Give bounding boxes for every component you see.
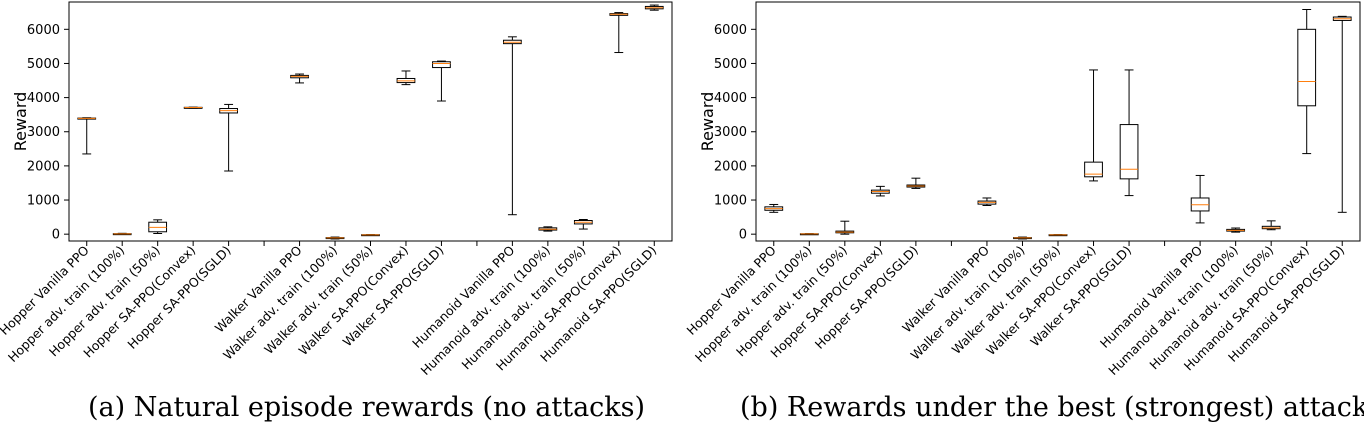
box-plot (1190, 174, 1210, 224)
box-plot (573, 218, 593, 230)
box-plot (870, 185, 890, 197)
box-plot (977, 197, 997, 206)
box-plot (764, 203, 784, 213)
box-plot (290, 73, 309, 84)
axes-frame (68, 1, 673, 242)
y-axis-title: Reward (698, 92, 717, 152)
box-plot (1084, 69, 1103, 182)
y-axis-title: Reward (11, 92, 30, 152)
y-tick-label: 4000 (27, 91, 60, 106)
box-plot (1048, 234, 1068, 237)
box-iqr (1084, 161, 1103, 178)
box-iqr (432, 61, 451, 69)
y-tick-label: 5000 (27, 57, 60, 72)
y-tick-label: 1000 (714, 194, 747, 209)
box-plot (361, 234, 380, 237)
box-plot (1013, 236, 1032, 240)
box-plot (1297, 9, 1317, 155)
box-plot (644, 4, 664, 11)
y-tick-label: 5000 (714, 57, 747, 72)
box-plot (906, 177, 926, 189)
box-plot (1332, 15, 1352, 213)
box-iqr (1297, 28, 1317, 107)
caption-a: (a) Natural episode rewards (no attacks) (88, 392, 646, 423)
axes-frame (755, 1, 1361, 242)
y-tick-label: 2000 (27, 159, 60, 174)
box-plot (325, 236, 345, 240)
y-tick-label: 6000 (27, 23, 60, 38)
box-plot (432, 60, 451, 102)
box-plot (148, 219, 168, 234)
caption-b: (b) Rewards under the best (strongest) a… (740, 392, 1364, 423)
box-plot (77, 117, 97, 155)
y-tick-label: 3000 (27, 125, 60, 140)
box-plot (112, 232, 132, 236)
box-plot (538, 226, 558, 232)
box-plot (835, 220, 855, 235)
y-tick-label: 3000 (714, 125, 747, 140)
y-tick-label: 4000 (714, 91, 747, 106)
box-plot (1119, 69, 1139, 197)
box-plot (396, 70, 416, 86)
box-plot (609, 12, 629, 54)
box-plot (183, 106, 203, 109)
box-plot (799, 233, 819, 236)
box-plot (1261, 220, 1281, 231)
y-tick-label: 2000 (714, 159, 747, 174)
y-tick-label: 0 (739, 228, 747, 243)
box-iqr (1119, 124, 1139, 180)
y-tick-label: 1000 (27, 194, 60, 209)
box-plot (219, 103, 238, 172)
box-plot (503, 36, 522, 216)
y-tick-label: 0 (52, 228, 60, 243)
y-tick-label: 6000 (714, 23, 747, 38)
box-plot (1226, 227, 1246, 233)
